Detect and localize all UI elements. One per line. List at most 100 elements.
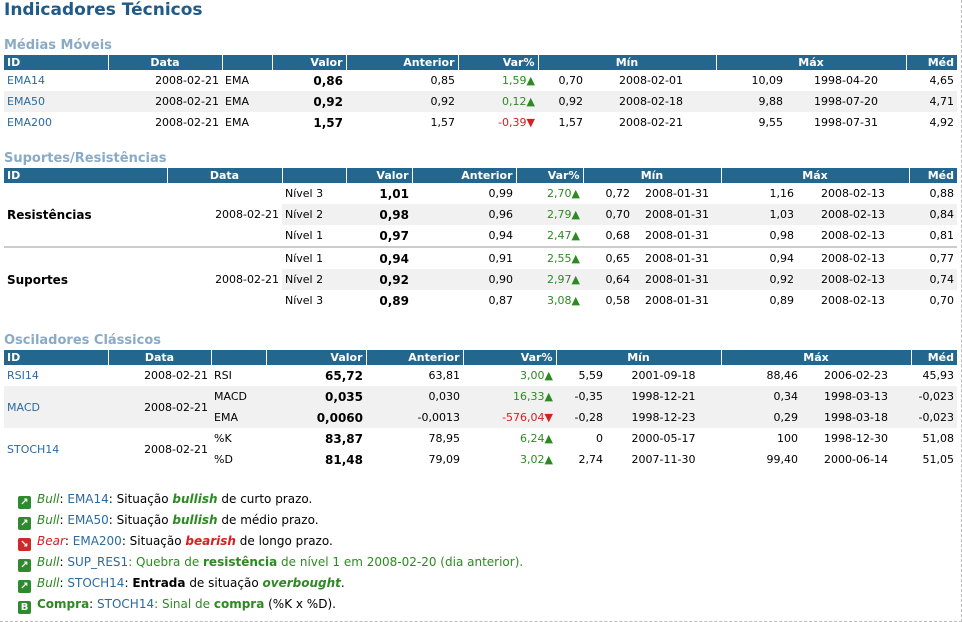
col-header-data: Data [107,350,211,365]
alert-sep: : [59,576,68,590]
cell-anterior: 1,57 [430,116,456,129]
indicator-link[interactable]: MACD [4,386,108,428]
cell-tipo: MACD [211,386,266,407]
section-title-moving-averages: Médias Móveis [4,38,112,53]
indicator-link[interactable]: EMA14 [7,74,45,87]
alert-indicator-link[interactable]: SUP_RES1 [67,555,129,569]
alert-indicator-link[interactable]: EMA200 [72,534,122,548]
cell-data: 2008-02-21 [215,273,279,286]
cell-med: 45,93 [922,369,955,382]
alert-text: : [124,576,133,590]
cell-max-data: 1998-12-30 [824,432,888,445]
col-header-data: Data [166,168,282,183]
col-header-valor: Valor [345,168,412,183]
table-header: ID Data Valor Anterior Var% Mín Máx Méd [4,350,957,365]
table-row: %D 81,48 79,09 3,02▲ 2,74 2007-11-30 99,… [4,449,957,470]
cell-data: 2008-02-21 [215,208,279,221]
col-header-valor: Valor [271,55,346,70]
bull-arrow-icon: ↗ [18,580,31,593]
cell-min: 5,59 [578,369,604,382]
group-label-supports: Suportes [7,272,68,287]
indicator-link[interactable]: RSI14 [7,369,39,382]
cell-var: 0,12▲ [458,91,538,112]
cell-valor: 81,48 [325,452,363,467]
cell-med: 0,77 [929,252,955,265]
table-row: EMA14 2008-02-21 EMA 0,86 0,85 1,59▲ 0,7… [4,70,957,91]
cell-max-data: 1998-04-20 [814,74,878,87]
cell-max-data: 2008-02-13 [797,204,909,225]
cell-max: 9,55 [758,116,784,129]
cell-min-data: 2008-01-31 [633,204,721,225]
cell-nivel: Nível 2 [282,269,346,290]
cell-valor: 0,035 [266,386,366,407]
table-row: MACD 2008-02-21 MACD 0,035 0,030 16,33▲ … [4,386,957,428]
alert-item: B Compra: STOCH14: Sinal de compra (%K x … [18,594,523,615]
col-header-tipo [210,350,266,365]
cell-valor: 1,01 [379,186,409,201]
alert-text: : Situação [108,513,173,527]
cell-nivel: Nível 3 [285,294,324,307]
cell-var: 2,79▲ [516,204,583,225]
cell-var: 2,55▲ [547,252,580,265]
col-header-var: Var% [462,350,556,365]
cell-var: 6,24▲ [520,432,553,445]
cell-min-data: 1998-12-21 [606,386,721,407]
alert-type: Bull [37,555,60,569]
cell-tipo: %D [214,453,233,466]
alert-type: Bull [37,513,60,527]
alert-sep: : [89,597,98,611]
alert-keyword: bearish [185,534,236,548]
cell-max-data: 2000-06-14 [824,453,888,466]
cell-nivel: Nível 3 [285,187,324,200]
support-resistance-table: ID Data Valor Anterior Var% Mín Máx Méd … [4,168,957,311]
cell-anterior: 79,09 [428,453,461,466]
cell-min-data: 2008-01-31 [645,187,709,200]
section-title-support-resistance: Suportes/Resistências [4,151,167,166]
alert-indicator-link[interactable]: EMA14 [67,492,109,506]
alert-item: ↘ Bear: EMA200: Situação bearish de longo… [18,531,523,552]
alert-item: ↗ Bull: EMA50: Situação bullish de médio … [18,510,523,531]
col-header-id: ID [4,55,108,70]
alert-indicator-link[interactable]: STOCH14 [97,597,155,611]
indicator-link[interactable]: STOCH14 [7,442,60,456]
alert-type: Compra [37,597,90,611]
alert-indicator-link[interactable]: EMA50 [67,513,109,527]
cell-max-data: 1998-07-20 [786,91,906,112]
cell-max-data: 2008-02-13 [797,269,909,290]
cell-data: 2008-02-21 [144,369,208,382]
cell-max-data: 2008-02-13 [821,187,885,200]
col-header-med: Méd [910,350,957,365]
cell-valor: 0,92 [272,91,346,112]
col-header-med: Méd [905,55,957,70]
cell-min: 0,65 [605,252,631,265]
table-header: ID Data Valor Anterior Var% Mín Máx Méd [4,55,957,70]
alert-indicator-link[interactable]: STOCH14 [67,576,125,590]
col-header-min: Mín [582,168,721,183]
cell-var: 2,47▲ [547,229,580,242]
col-header-var: Var% [515,168,583,183]
table-header: ID Data Valor Anterior Var% Mín Máx Méd [4,168,957,183]
cell-min-data: 1998-12-23 [606,407,721,428]
cell-anterior: 0,94 [488,229,514,242]
cell-anterior: 0,85 [430,74,456,87]
cell-valor: 83,87 [325,431,363,446]
cell-min: 0,70 [583,204,633,225]
section-title-oscillators: Osciladores Clássicos [4,333,161,348]
cell-max: 1,03 [721,204,797,225]
table-row: STOCH14 2008-02-21 %K 83,87 78,95 6,24▲ … [4,428,957,456]
cell-var: 3,08▲ [547,294,580,307]
cell-anterior: 0,91 [488,252,514,265]
cell-min-data: 2008-01-31 [633,269,721,290]
col-header-max: Máx [720,350,911,365]
cell-valor: 0,94 [379,251,409,266]
cell-var: 2,97▲ [516,269,583,290]
cell-max-data: 1998-07-31 [814,116,878,129]
cell-max: 0,98 [769,229,795,242]
col-header-data: Data [107,55,222,70]
alert-item: ↗ Bull: SUP_RES1: Quebra de resistência d… [18,552,523,573]
alert-text: : Situação [121,534,186,548]
cell-data: 2008-02-21 [155,74,219,87]
indicator-link[interactable]: EMA200 [7,116,52,129]
col-header-tipo [221,55,272,70]
indicator-link[interactable]: EMA50 [4,91,108,112]
